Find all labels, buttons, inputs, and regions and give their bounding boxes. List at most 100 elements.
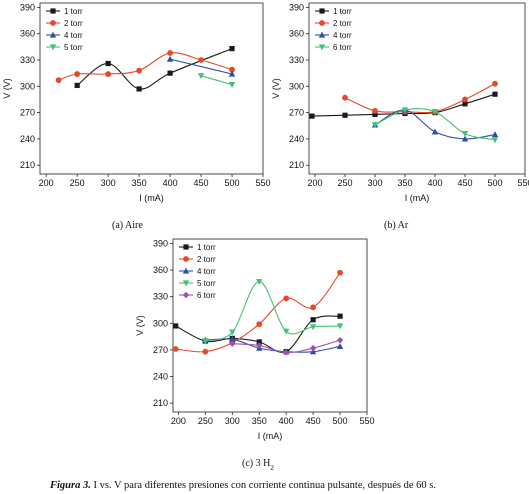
data-point-b-3 bbox=[401, 107, 409, 114]
data-point-b-3 bbox=[461, 131, 469, 138]
y-tick-label-c: 390 bbox=[153, 238, 168, 248]
data-point-c-3 bbox=[336, 323, 344, 330]
y-tick-label-c: 210 bbox=[153, 398, 168, 408]
data-point-c-1 bbox=[283, 295, 290, 302]
legend-marker-b-2 bbox=[318, 31, 326, 38]
x-tick-label-a: 550 bbox=[255, 178, 270, 188]
legend-label-a-2: 4 torr bbox=[64, 31, 83, 40]
data-point-b-3 bbox=[491, 137, 499, 144]
data-point-c-1 bbox=[310, 304, 317, 311]
legend-marker-a-2 bbox=[49, 31, 57, 38]
legend-label-a-3: 5 torr bbox=[64, 43, 83, 52]
data-point-c-0 bbox=[256, 339, 262, 345]
data-point-c-3 bbox=[309, 324, 317, 331]
y-tick-label-b: 300 bbox=[289, 81, 304, 91]
subcaption-a: (a) Aire bbox=[112, 220, 143, 231]
y-tick-label-b: 390 bbox=[289, 2, 304, 12]
x-tick-label-c: 400 bbox=[279, 416, 294, 426]
x-tick-label-b: 300 bbox=[367, 178, 382, 188]
legend-marker-c-2 bbox=[182, 267, 190, 274]
data-point-b-2 bbox=[431, 128, 439, 135]
series-line-a-3 bbox=[200, 75, 233, 86]
data-point-c-4 bbox=[229, 340, 236, 347]
data-point-a-1 bbox=[55, 77, 62, 84]
data-point-c-3 bbox=[202, 338, 209, 345]
legend-label-b-1: 2 torr bbox=[333, 19, 352, 28]
x-tick-label-a: 200 bbox=[39, 178, 54, 188]
data-point-b-3 bbox=[371, 122, 379, 129]
data-point-b-0 bbox=[492, 91, 498, 97]
y-tick-label-b: 210 bbox=[289, 160, 304, 170]
data-point-b-1 bbox=[342, 94, 348, 101]
data-point-a-1 bbox=[198, 57, 204, 63]
x-axis-label-a: I (mA) bbox=[139, 193, 164, 203]
legend-label-b-2: 4 torr bbox=[333, 31, 352, 40]
y-tick-label-c: 330 bbox=[153, 292, 168, 302]
y-axis-label-a: V (V) bbox=[2, 78, 12, 99]
x-tick-label-c: 550 bbox=[359, 416, 374, 426]
legend-marker-a-0 bbox=[50, 8, 56, 14]
data-point-b-0 bbox=[342, 112, 348, 118]
legend-marker-b-0 bbox=[319, 8, 325, 14]
y-tick-label-c: 300 bbox=[153, 318, 168, 328]
data-point-c-0 bbox=[310, 317, 316, 323]
data-point-c-2 bbox=[229, 335, 236, 342]
data-point-b-0 bbox=[309, 113, 315, 119]
y-tick-label-c: 270 bbox=[153, 345, 168, 355]
legend-label-c-2: 4 torr bbox=[197, 267, 216, 276]
legend-marker-c-4 bbox=[182, 291, 190, 299]
legend-marker-a-3 bbox=[49, 44, 57, 51]
x-tick-label-b: 250 bbox=[337, 178, 352, 188]
x-tick-label-b: 200 bbox=[307, 178, 322, 188]
data-point-c-3 bbox=[282, 328, 290, 335]
data-point-a-0 bbox=[105, 60, 111, 67]
data-point-c-4 bbox=[256, 342, 263, 349]
data-point-c-1 bbox=[256, 321, 263, 328]
x-tick-label-a: 500 bbox=[225, 178, 240, 188]
data-point-b-1 bbox=[372, 107, 378, 114]
x-tick-label-c: 500 bbox=[333, 416, 348, 426]
x-tick-label-b: 350 bbox=[397, 178, 412, 188]
x-tick-label-a: 450 bbox=[194, 178, 209, 188]
series-line-c-2 bbox=[205, 338, 341, 353]
y-tick-label-b: 360 bbox=[289, 29, 304, 39]
x-tick-label-c: 450 bbox=[306, 416, 321, 426]
data-point-c-4 bbox=[282, 349, 290, 356]
chart-aire: 200 250 300 350 400 450 500 550 210 240 270 300 330 3… bbox=[2, 2, 271, 203]
x-tick-label-b: 400 bbox=[427, 178, 442, 188]
legend-marker-c-3 bbox=[182, 280, 190, 287]
data-point-c-4 bbox=[336, 336, 344, 344]
data-point-a-0 bbox=[136, 86, 142, 92]
x-tick-label-a: 400 bbox=[163, 178, 178, 188]
data-point-b-1 bbox=[492, 80, 498, 87]
legend-label-a-1: 2 torr bbox=[64, 19, 83, 28]
x-tick-label-b: 450 bbox=[457, 178, 472, 188]
data-point-a-1 bbox=[105, 71, 112, 77]
legend-label-b-3: 6 torr bbox=[333, 43, 352, 52]
legend-label-c-1: 2 torr bbox=[197, 255, 216, 264]
data-point-a-1 bbox=[74, 71, 81, 77]
x-tick-label-c: 350 bbox=[252, 416, 267, 426]
series-line-a-1 bbox=[58, 52, 233, 81]
legend-marker-c-1 bbox=[183, 256, 189, 262]
figure-caption: Figura 3. I vs. V para diferentes presio… bbox=[49, 480, 436, 491]
data-point-a-1 bbox=[229, 66, 235, 73]
x-axis-label-b: I (mA) bbox=[405, 193, 430, 203]
data-point-a-2 bbox=[228, 70, 236, 77]
plot-frame-c bbox=[172, 238, 368, 413]
x-tick-label-c: 200 bbox=[171, 416, 186, 426]
data-point-b-2 bbox=[491, 131, 499, 138]
data-point-c-4 bbox=[309, 344, 317, 352]
y-tick-label-b: 240 bbox=[289, 134, 304, 144]
data-point-a-2 bbox=[166, 55, 174, 62]
y-tick-label-a: 210 bbox=[20, 160, 35, 170]
data-point-c-0 bbox=[337, 313, 343, 319]
subcaption-c-subscript: 2 bbox=[270, 464, 274, 472]
y-tick-label-a: 300 bbox=[20, 81, 35, 91]
data-point-c-1 bbox=[202, 348, 209, 355]
data-point-a-1 bbox=[136, 67, 143, 74]
x-tick-label-b: 550 bbox=[517, 178, 529, 188]
x-tick-label-c: 250 bbox=[198, 416, 213, 426]
data-point-c-1 bbox=[172, 346, 179, 352]
series-line-a-2 bbox=[169, 58, 233, 75]
